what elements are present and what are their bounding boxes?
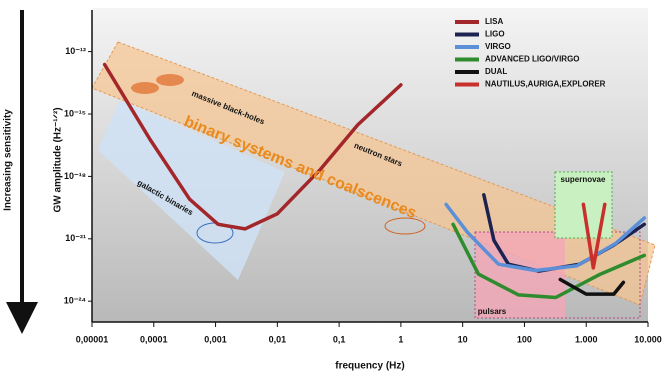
series-line (451, 222, 647, 300)
pulsar-outline (474, 231, 641, 319)
x-tick-label: 100 (517, 334, 532, 344)
legend-label: NAUTILUS,AURIGA,EXPLORER (485, 80, 606, 89)
series-line (444, 202, 647, 273)
x-tick-label: 1.000 (575, 334, 598, 344)
legend-label: LISA (485, 17, 503, 26)
series-line (558, 277, 626, 296)
x-tick-label: 0,0001 (140, 334, 168, 344)
content: 0,00001 0,0001 0,001 0,01 0,1 1 10 100 1.000 10.0… (64, 10, 662, 344)
annotation: pulsars (478, 307, 507, 316)
x-tick-label: 0,001 (204, 334, 227, 344)
pulsar-region (475, 232, 565, 318)
y-tick-label: 10⁻¹² (65, 46, 86, 56)
x-tick-label: 0,00001 (76, 334, 109, 344)
legend-label: VIRGO (485, 42, 511, 51)
blackhole-icon (131, 82, 159, 94)
legend-label: DUAL (485, 67, 507, 76)
x-tick-label: 0,1 (333, 334, 346, 344)
blackhole-icon (156, 74, 184, 86)
series-line (102, 62, 403, 231)
legend-label: ADVANCED LIGO/VIRGO (485, 55, 580, 64)
series-line (581, 202, 607, 270)
galactic-region (98, 100, 285, 280)
y-axis-label: GW amplitude (Hz⁻¹ᐟ²) (53, 107, 64, 212)
y-tick-label: 10⁻²⁴ (64, 296, 86, 306)
x-tick-label: 1 (398, 334, 403, 344)
x-axis-label: frequency (Hz) (335, 361, 404, 372)
y-tick-label: 10⁻¹⁵ (64, 108, 86, 118)
annotation: supernovae (561, 175, 606, 184)
legend-label: LIGO (485, 30, 505, 39)
side-label: Increasing sensitivity (3, 109, 14, 211)
x-tick-label: 10.000 (634, 334, 662, 344)
y-tick-label: 10⁻¹⁸ (64, 171, 86, 181)
y-tick-label: 10⁻²¹ (65, 233, 86, 243)
orbit-icon (384, 217, 426, 235)
x-tick-label: 0,01 (269, 334, 287, 344)
x-tick-label: 10 (458, 334, 468, 344)
